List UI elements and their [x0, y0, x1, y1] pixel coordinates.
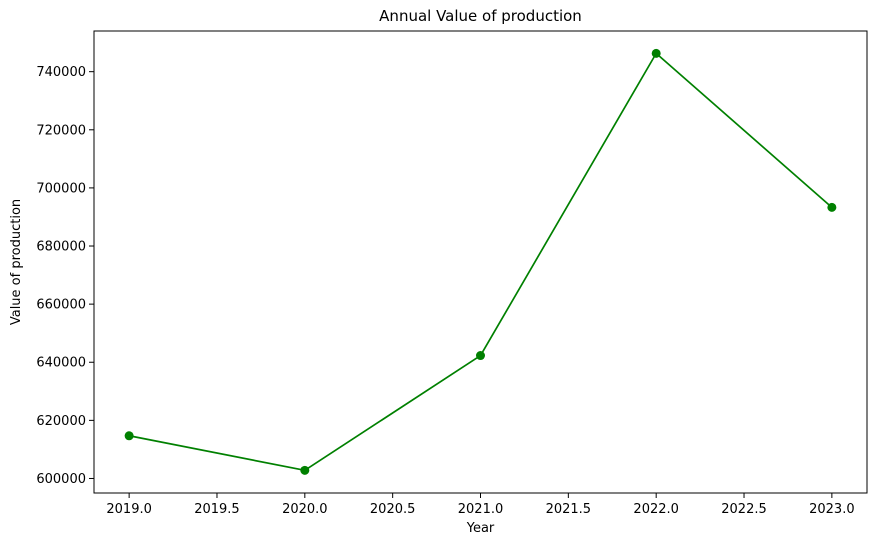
data-point-marker — [124, 431, 134, 441]
data-point-marker — [651, 48, 661, 58]
x-tick-label: 2022.0 — [633, 502, 679, 517]
x-tick-label: 2020.5 — [370, 502, 416, 517]
plot-frame — [93, 30, 868, 494]
y-tick-label: 640000 — [36, 356, 86, 371]
x-tick-label: 2021.5 — [546, 502, 592, 517]
y-axis-label: Value of production — [9, 199, 24, 325]
x-tick-label: 2019.5 — [194, 502, 240, 517]
x-tick-label: 2023.0 — [809, 502, 855, 517]
x-axis-label: Year — [466, 521, 495, 536]
x-tick-label: 2022.5 — [721, 502, 767, 517]
x-tick-label: 2020.0 — [282, 502, 328, 517]
y-tick-label: 720000 — [36, 123, 86, 138]
y-tick-label: 700000 — [36, 181, 86, 196]
data-point-marker — [476, 351, 485, 361]
x-tick-label: 2021.0 — [458, 502, 504, 517]
x-tick-label: 2019.0 — [106, 502, 152, 517]
data-point-marker — [300, 465, 310, 475]
data-point-marker — [827, 202, 837, 212]
y-tick-label: 680000 — [36, 240, 86, 255]
y-tick-label: 600000 — [36, 472, 86, 487]
y-tick-label: 740000 — [36, 65, 86, 80]
chart-title: Annual Value of production — [379, 7, 582, 25]
y-tick-label: 660000 — [36, 298, 86, 313]
y-tick-label: 620000 — [36, 414, 86, 429]
